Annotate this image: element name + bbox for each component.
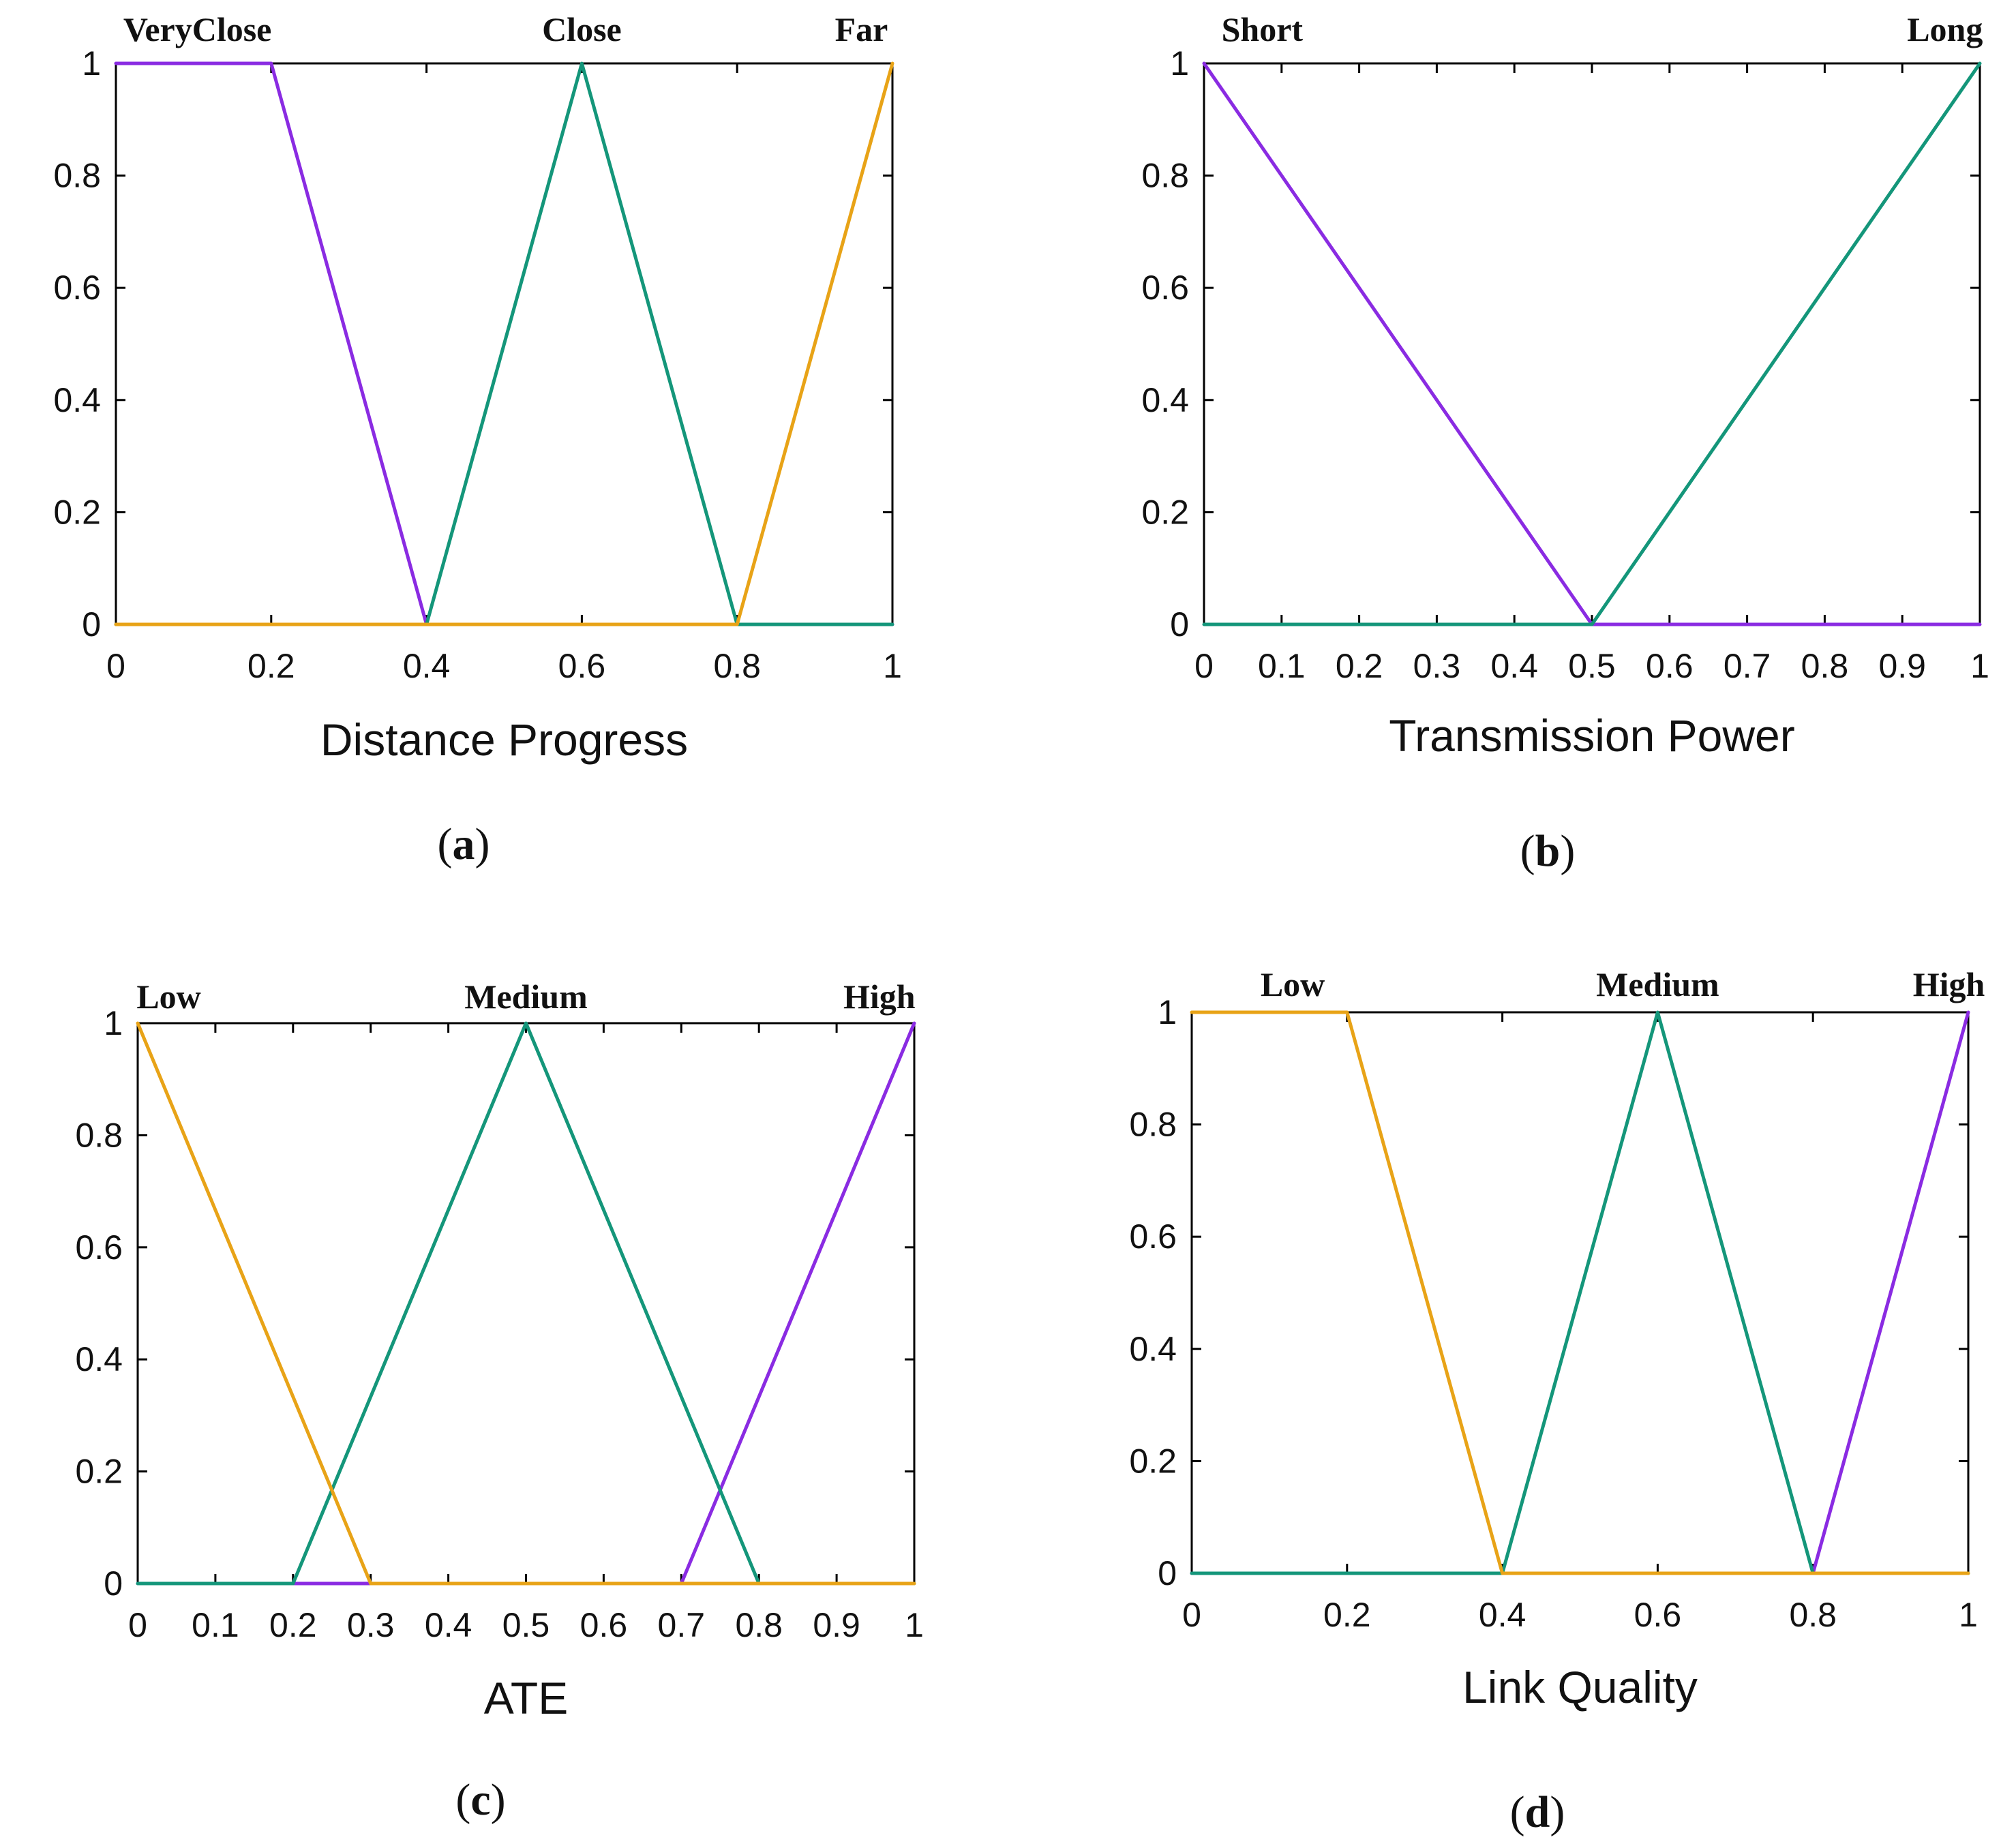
x-tick-label: 0.8 [713, 647, 761, 685]
y-tick-label: 0.2 [1141, 493, 1189, 531]
y-tick-label: 0.6 [1141, 269, 1189, 307]
y-tick-label: 0 [1158, 1554, 1177, 1592]
set-label: Low [1261, 965, 1325, 1003]
panel-d: 0 0.2 0.4 0.6 0.8 1 0 0.2 0.4 0.6 0.8 1 Low Medium Hig… [1129, 965, 1985, 1837]
y-tick-label: 0.4 [1141, 381, 1189, 419]
y-tick-label: 0.8 [53, 157, 101, 195]
x-tick-label: 0.1 [192, 1606, 239, 1644]
x-tick-label: 0 [106, 647, 125, 685]
series-line-far [114, 61, 894, 626]
y-tick-label: 0.8 [1129, 1106, 1177, 1144]
y-tick-label: 0.2 [75, 1453, 123, 1491]
panel-caption: (d) [1510, 1787, 1565, 1837]
panel-c: 0 0.2 0.4 0.6 0.8 1 0 0.1 0.2 0.3 0.4 0.5 0.6 0.7 0.8 0… [75, 978, 923, 1825]
series-line-long [1202, 61, 1982, 626]
x-tick-label: 0.4 [425, 1606, 472, 1644]
x-tick-label: 0 [1182, 1596, 1201, 1634]
x-tick-label: 0.5 [1568, 647, 1616, 685]
x-tick-label: 0.6 [1646, 647, 1694, 685]
set-label: High [843, 978, 916, 1016]
x-tick-label: 0.6 [1634, 1596, 1682, 1634]
panel-caption: (b) [1520, 826, 1576, 876]
y-tick-label: 0.4 [1129, 1330, 1177, 1368]
y-tick-label: 0.2 [1129, 1442, 1177, 1480]
y-tick-label: 1 [82, 44, 101, 82]
series-line-low [1190, 1010, 1970, 1575]
series-line-short [1202, 61, 1982, 626]
y-tick-label: 1 [1170, 44, 1189, 82]
y-tick-label: 0 [1170, 605, 1189, 643]
x-axis-label: Link Quality [1462, 1662, 1698, 1712]
x-tick-label: 0.4 [1490, 647, 1538, 685]
y-tick-label: 0.8 [75, 1116, 123, 1154]
y-tick-label: 1 [104, 1004, 123, 1042]
set-label: Low [136, 978, 200, 1016]
x-tick-label: 0.8 [735, 1606, 783, 1644]
x-tick-label: 0.2 [247, 647, 295, 685]
x-tick-label: 0.2 [1336, 647, 1383, 685]
x-tick-label: 0.7 [1724, 647, 1771, 685]
y-tick-label: 0 [104, 1564, 123, 1603]
y-tick-label: 0 [82, 605, 101, 643]
x-axis-label: Transmission Power [1389, 710, 1794, 761]
x-axis-label: ATE [484, 1673, 568, 1723]
y-tick-label: 0.8 [1141, 157, 1189, 195]
x-tick-label: 0.4 [1479, 1596, 1526, 1634]
x-tick-label: 0.8 [1801, 647, 1849, 685]
set-label: Medium [464, 978, 588, 1016]
y-tick-label: 0.4 [53, 381, 101, 419]
set-label: Close [542, 10, 622, 48]
x-tick-label: 1 [1959, 1596, 1978, 1634]
set-label: Medium [1596, 965, 1719, 1003]
series-line-low [136, 1021, 916, 1586]
panel-caption: (a) [438, 819, 490, 869]
x-tick-label: 0.1 [1258, 647, 1306, 685]
x-tick-label: 0.4 [403, 647, 451, 685]
x-tick-label: 0.2 [1323, 1596, 1371, 1634]
x-tick-label: 1 [905, 1606, 924, 1644]
set-label: Short [1222, 10, 1304, 48]
x-tick-label: 0.6 [580, 1606, 628, 1644]
x-tick-label: 0 [1194, 647, 1214, 685]
series-line-close [114, 61, 894, 626]
set-label: VeryClose [123, 10, 272, 48]
y-tick-label: 0.6 [1129, 1217, 1177, 1256]
x-tick-label: 0.9 [813, 1606, 860, 1644]
set-label: High [1913, 965, 1985, 1003]
set-label: Long [1907, 10, 1983, 48]
x-tick-label: 0.6 [558, 647, 606, 685]
x-tick-label: 1 [883, 647, 902, 685]
y-tick-label: 0.4 [75, 1340, 123, 1378]
x-tick-label: 0.5 [502, 1606, 550, 1644]
x-tick-label: 0.8 [1789, 1596, 1837, 1634]
x-tick-label: 1 [1970, 647, 1989, 685]
x-tick-label: 0 [128, 1606, 147, 1644]
panel-caption: (c) [455, 1775, 505, 1825]
set-label: Far [835, 10, 888, 48]
x-tick-label: 0.2 [269, 1606, 317, 1644]
x-tick-label: 0.7 [658, 1606, 706, 1644]
x-tick-label: 0.3 [1413, 647, 1461, 685]
x-tick-label: 0.9 [1878, 647, 1926, 685]
plot-frame [1203, 62, 1981, 626]
y-tick-label: 1 [1158, 993, 1177, 1031]
y-tick-label: 0.6 [53, 269, 101, 307]
x-axis-label: Distance Progress [320, 714, 688, 765]
y-tick-label: 0.2 [53, 493, 101, 531]
series-line-medium [1190, 1010, 1970, 1575]
x-tick-label: 0.3 [347, 1606, 395, 1644]
panel-a: 0 0.2 0.4 0.6 0.8 1 0 0.2 0.4 0.6 0.8 1 VeryClose Clo… [53, 10, 901, 869]
panel-b: 0 0.2 0.4 0.6 0.8 1 0 0.1 0.2 0.3 0.4 0.5 0.6 0.7 0.8 0… [1141, 10, 1989, 876]
y-tick-label: 0.6 [75, 1228, 123, 1267]
